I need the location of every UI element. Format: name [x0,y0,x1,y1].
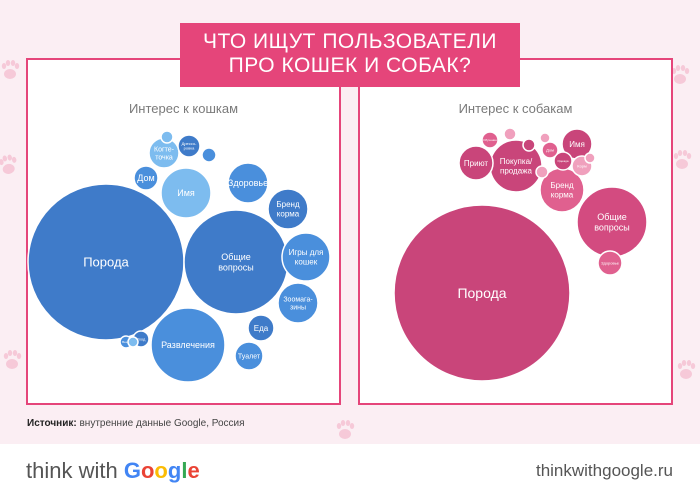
title-line-2: ПРО КОШЕК И СОБАК? [228,54,472,77]
brand-letter: g [167,458,182,483]
dogs-panel: Интерес к собакам [358,58,673,405]
brand-letter: l [181,458,188,483]
brand-letter: o [154,458,168,483]
brand-letter: e [187,458,200,483]
cats-panel: Интерес к кошкам [26,58,341,405]
cats-panel-title: Интерес к кошкам [128,101,239,116]
brand-logo: think with Google [26,458,200,484]
google-wordmark: Google [124,458,200,483]
brand-letter: G [123,458,141,483]
source-label: Источник: [27,418,77,429]
dogs-panel-title: Интерес к собакам [458,101,573,116]
source-note: Источник: внутренние данные Google, Росс… [27,418,245,429]
page-title: ЧТО ИЩУТ ПОЛЬЗОВАТЕЛИ ПРО КОШЕК И СОБАК? [180,23,520,87]
brand-prefix: think with [26,458,124,483]
brand-letter: o [140,458,155,483]
title-line-1: ЧТО ИЩУТ ПОЛЬЗОВАТЕЛИ [202,30,498,53]
source-text: внутренние данные Google, Россия [76,418,245,429]
site-url[interactable]: thinkwithgoogle.ru [535,461,673,480]
footer: think with Google thinkwithgoogle.ru [0,444,700,500]
